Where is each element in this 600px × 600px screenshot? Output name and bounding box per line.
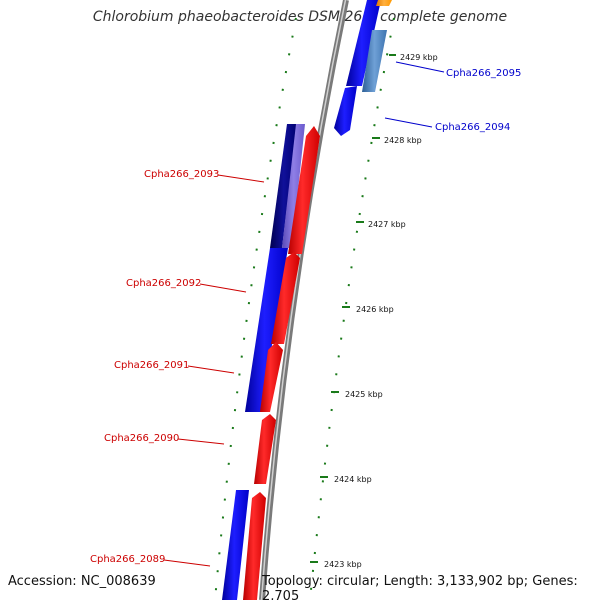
guide-tracks bbox=[214, 17, 395, 600]
backbone bbox=[259, 0, 349, 600]
gene-arrow-cpha266-2092[interactable] bbox=[271, 252, 300, 344]
gene-label-cpha266-2090[interactable]: Cpha266_2090 bbox=[104, 433, 179, 444]
accession-text: Accession: NC_008639 bbox=[8, 574, 156, 589]
tick-label: 2427 kbp bbox=[368, 220, 406, 229]
gene-arrow-cpha266-2089[interactable] bbox=[243, 492, 266, 600]
gene-label-cpha266-2091[interactable]: Cpha266_2091 bbox=[114, 360, 189, 371]
genome-summary-text: Topology: circular; Length: 3,133,902 bp… bbox=[262, 574, 578, 600]
tick-label: 2425 kbp bbox=[345, 390, 383, 399]
genome-title: Chlorobium phaeobacteroides DSM 266, com… bbox=[92, 9, 508, 25]
gene-arrow-cpha266-2095-region[interactable] bbox=[346, 0, 381, 86]
tick-label: 2429 kbp bbox=[400, 53, 438, 62]
gene-arrow-cpha266-2091[interactable] bbox=[260, 342, 283, 412]
gene-label-cpha266-2094[interactable]: Cpha266_2094 bbox=[435, 122, 510, 133]
gene-arrow-cpha266-2093[interactable] bbox=[288, 126, 320, 254]
tick-label: 2424 kbp bbox=[334, 475, 372, 484]
gene-label-cpha266-2093[interactable]: Cpha266_2093 bbox=[144, 169, 219, 180]
gene-label-cpha266-2089[interactable]: Cpha266_2089 bbox=[90, 554, 165, 565]
gene-labels: Cpha266_2095 Cpha266_2094 Cpha266_2093 C… bbox=[90, 61, 521, 567]
other-features bbox=[362, 0, 392, 92]
tick-label: 2423 kbp bbox=[324, 560, 362, 569]
tick-label: 2428 kbp bbox=[384, 136, 422, 145]
gene-arrow-cpha266-2090[interactable] bbox=[254, 414, 276, 484]
gene-arrow-cpha266-2092-blue[interactable] bbox=[245, 248, 288, 412]
reverse-strand-genes bbox=[222, 0, 381, 600]
gene-label-cpha266-2095[interactable]: Cpha266_2095 bbox=[446, 68, 521, 79]
tick-label: 2426 kbp bbox=[356, 305, 394, 314]
gene-arrow-orange[interactable] bbox=[376, 0, 392, 6]
gene-arrow-cpha266-2095[interactable] bbox=[362, 30, 387, 92]
forward-strand-genes bbox=[243, 126, 320, 600]
gene-arrow-cpha266-2093-navy[interactable] bbox=[270, 124, 297, 248]
gene-arrow-cpha266-2093-lavender[interactable] bbox=[282, 124, 305, 248]
gene-arrow-cpha266-2089-blue[interactable] bbox=[222, 490, 249, 600]
gene-label-cpha266-2092[interactable]: Cpha266_2092 bbox=[126, 278, 201, 289]
gene-arrow-cpha266-2094[interactable] bbox=[334, 86, 357, 136]
tick-marks: 2429 kbp 2428 kbp 2427 kbp 2426 kbp 2425… bbox=[310, 53, 438, 569]
